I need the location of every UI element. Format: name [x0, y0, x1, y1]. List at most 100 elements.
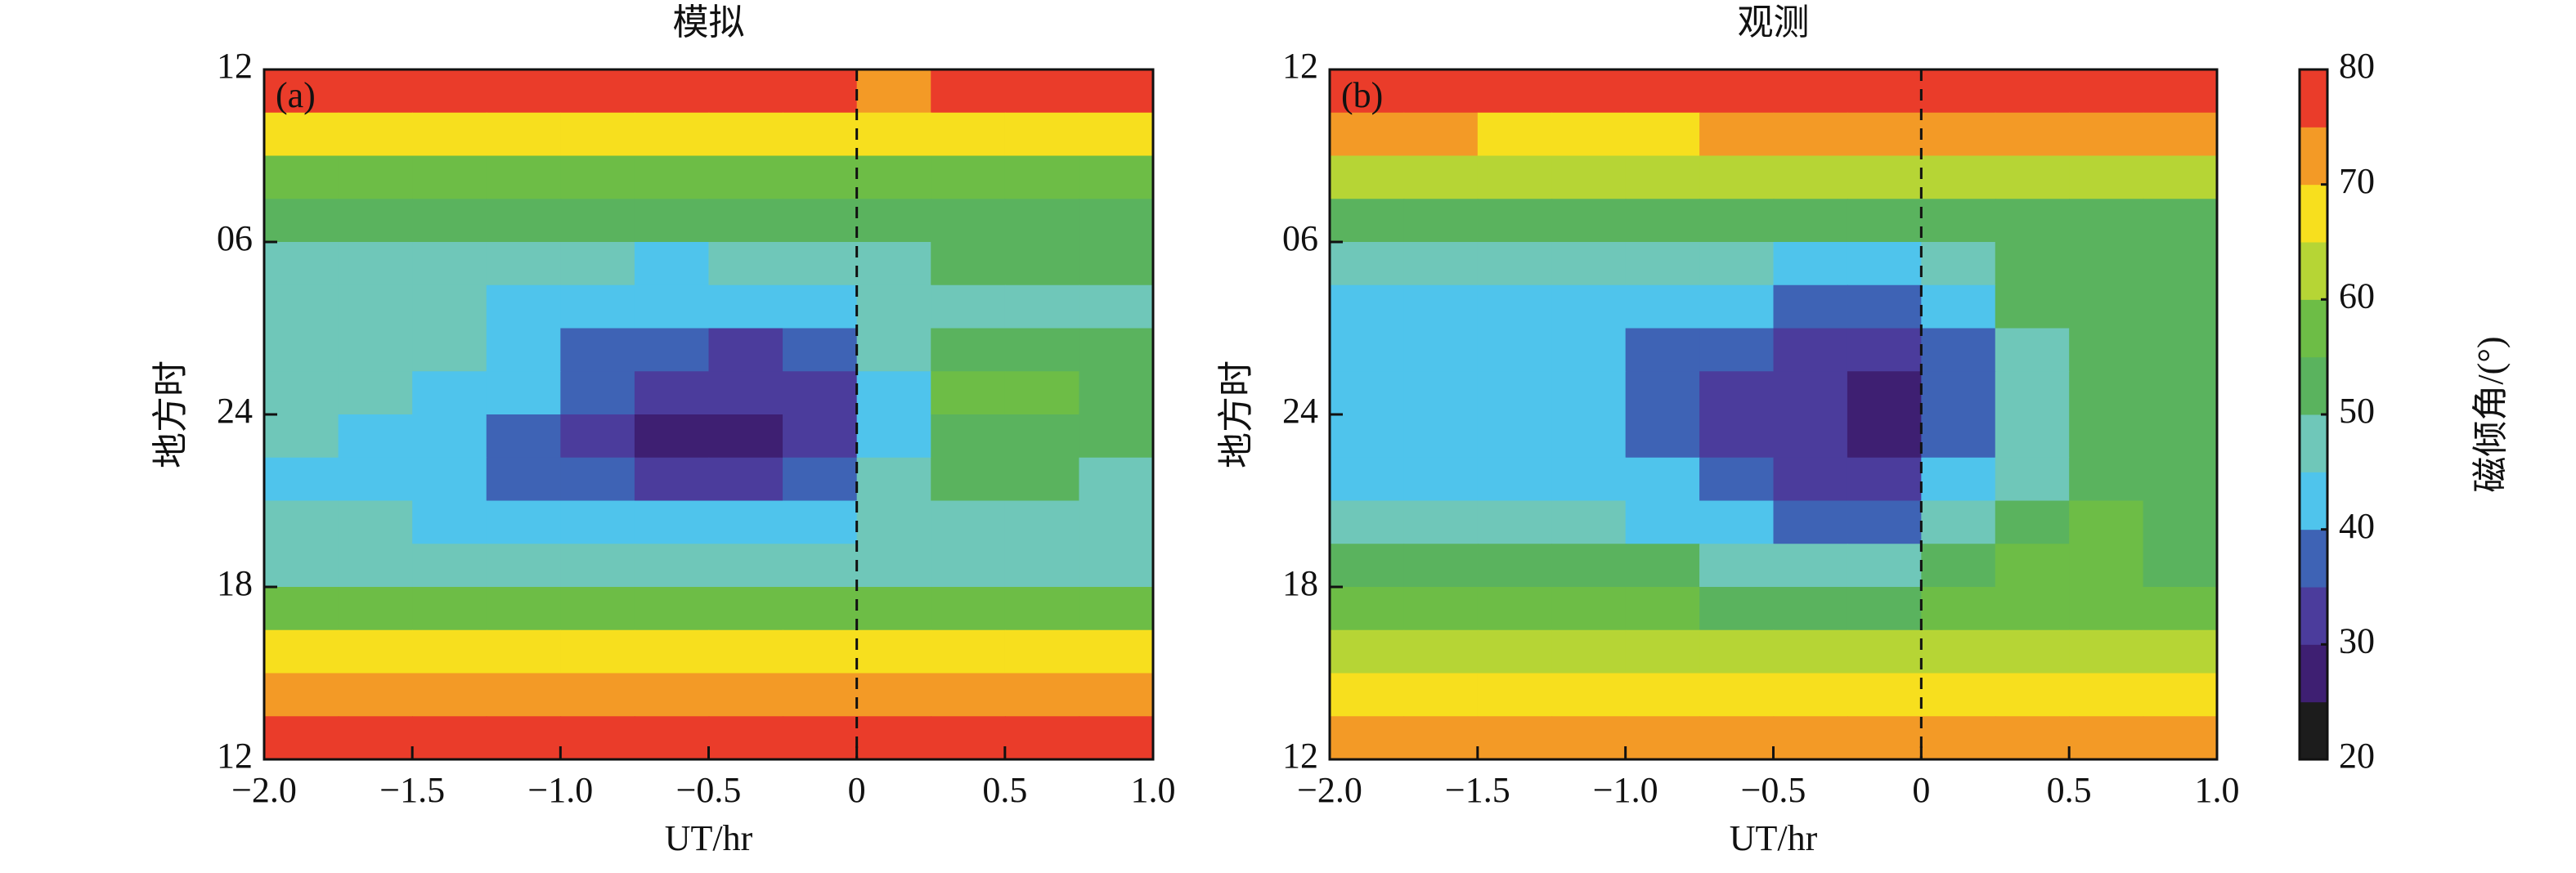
contour-cell	[1625, 587, 1700, 631]
contour-cell	[1079, 457, 1154, 502]
contour-cell	[931, 500, 1006, 545]
contour-cell	[783, 457, 858, 502]
contour-cell	[931, 69, 1006, 114]
contour-cell	[2069, 155, 2144, 200]
contour-cell	[1773, 199, 1848, 243]
contour-cell	[931, 371, 1006, 415]
contour-cell	[856, 328, 932, 373]
contour-cell	[560, 544, 635, 588]
contour-cell	[2143, 69, 2218, 114]
contour-cell	[2143, 673, 2218, 718]
contour-cell	[1995, 544, 2070, 588]
contour-cell	[783, 414, 858, 459]
contour-cell	[708, 199, 783, 243]
contour-cell	[783, 544, 858, 588]
contour-cell	[1551, 112, 1627, 157]
contour-cell	[1403, 242, 1479, 286]
contour-cell	[412, 457, 487, 502]
contour-cell	[1551, 371, 1627, 415]
x-tick-label: 0.5	[2047, 770, 2092, 810]
contour-cell	[634, 328, 710, 373]
contour-cell	[264, 155, 339, 200]
contour-cell	[1330, 629, 1405, 674]
contour-cell	[1625, 328, 1700, 373]
contour-cell	[783, 673, 858, 718]
contour-cell	[1004, 155, 1080, 200]
contour-cell	[1551, 328, 1627, 373]
colorbar-swatch	[2300, 242, 2327, 300]
contour-cell	[1625, 112, 1700, 157]
contour-cell	[783, 500, 858, 545]
contour-cell	[1847, 673, 1923, 718]
contour-cell	[1847, 414, 1923, 459]
contour-cell	[338, 371, 413, 415]
contour-cell	[856, 500, 932, 545]
contour-cell	[2143, 716, 2218, 760]
contour-cell	[1079, 716, 1154, 760]
contour-cell	[783, 199, 858, 243]
contour-cell	[1847, 155, 1923, 200]
contour-cell	[634, 587, 710, 631]
contour-cell	[1699, 544, 1775, 588]
contour-cell	[783, 629, 858, 674]
contour-cell	[1625, 544, 1700, 588]
contour-cell	[412, 199, 487, 243]
colorbar-tick-label: 40	[2339, 506, 2375, 546]
contour-cell	[1004, 500, 1080, 545]
contour-cell	[412, 544, 487, 588]
contour-cell	[2069, 284, 2144, 329]
contour-cell	[856, 155, 932, 200]
contour-cell	[634, 284, 710, 329]
contour-cell	[1477, 544, 1553, 588]
contour-cell	[1551, 587, 1627, 631]
contour-cell	[1773, 457, 1848, 502]
contour-cell	[1079, 199, 1154, 243]
contour-cell	[1330, 673, 1405, 718]
contour-cell	[264, 500, 339, 545]
contour-cell	[1699, 199, 1775, 243]
contour-cell	[560, 284, 635, 329]
x-tick-label: −2.0	[1297, 770, 1362, 810]
contour-cell	[338, 242, 413, 286]
contour-cell	[1551, 673, 1627, 718]
contour-cell	[708, 587, 783, 631]
contour-cell	[338, 328, 413, 373]
contour-cell	[560, 328, 635, 373]
contour-cell	[2069, 371, 2144, 415]
y-axis-label: 地方时	[1216, 360, 1256, 468]
contour-cell	[264, 414, 339, 459]
contour-cell	[338, 112, 413, 157]
colorbar-swatch	[2300, 414, 2327, 472]
contour-cell	[1773, 544, 1848, 588]
contour-cell	[1699, 414, 1775, 459]
contour-cell	[1004, 199, 1080, 243]
contour-cell	[1625, 500, 1700, 545]
contour-cell	[931, 414, 1006, 459]
contour-cell	[708, 155, 783, 200]
contour-cell	[1330, 414, 1405, 459]
contour-cell	[1699, 155, 1775, 200]
panel-title: 观测	[1738, 2, 1810, 43]
contour-cell	[634, 457, 710, 502]
contour-cell	[264, 544, 339, 588]
contour-cell	[486, 544, 562, 588]
contour-cell	[1403, 673, 1479, 718]
contour-cell	[486, 69, 562, 114]
contour-cell	[1477, 629, 1553, 674]
contour-cell	[2143, 155, 2218, 200]
contour-cell	[264, 371, 339, 415]
contour-cell	[1921, 716, 1996, 760]
colorbar-swatch	[2300, 299, 2327, 358]
contour-cell	[264, 328, 339, 373]
contour-cell	[560, 69, 635, 114]
contour-cell	[1847, 69, 1923, 114]
contour-cell	[783, 371, 858, 415]
panel-title: 模拟	[673, 2, 745, 43]
contour-cell	[486, 199, 562, 243]
contour-cell	[1330, 716, 1405, 760]
contour-cell	[1551, 629, 1627, 674]
contour-cell	[856, 673, 932, 718]
contour-cell	[708, 69, 783, 114]
contour-cell	[931, 629, 1006, 674]
contour-cell	[856, 284, 932, 329]
